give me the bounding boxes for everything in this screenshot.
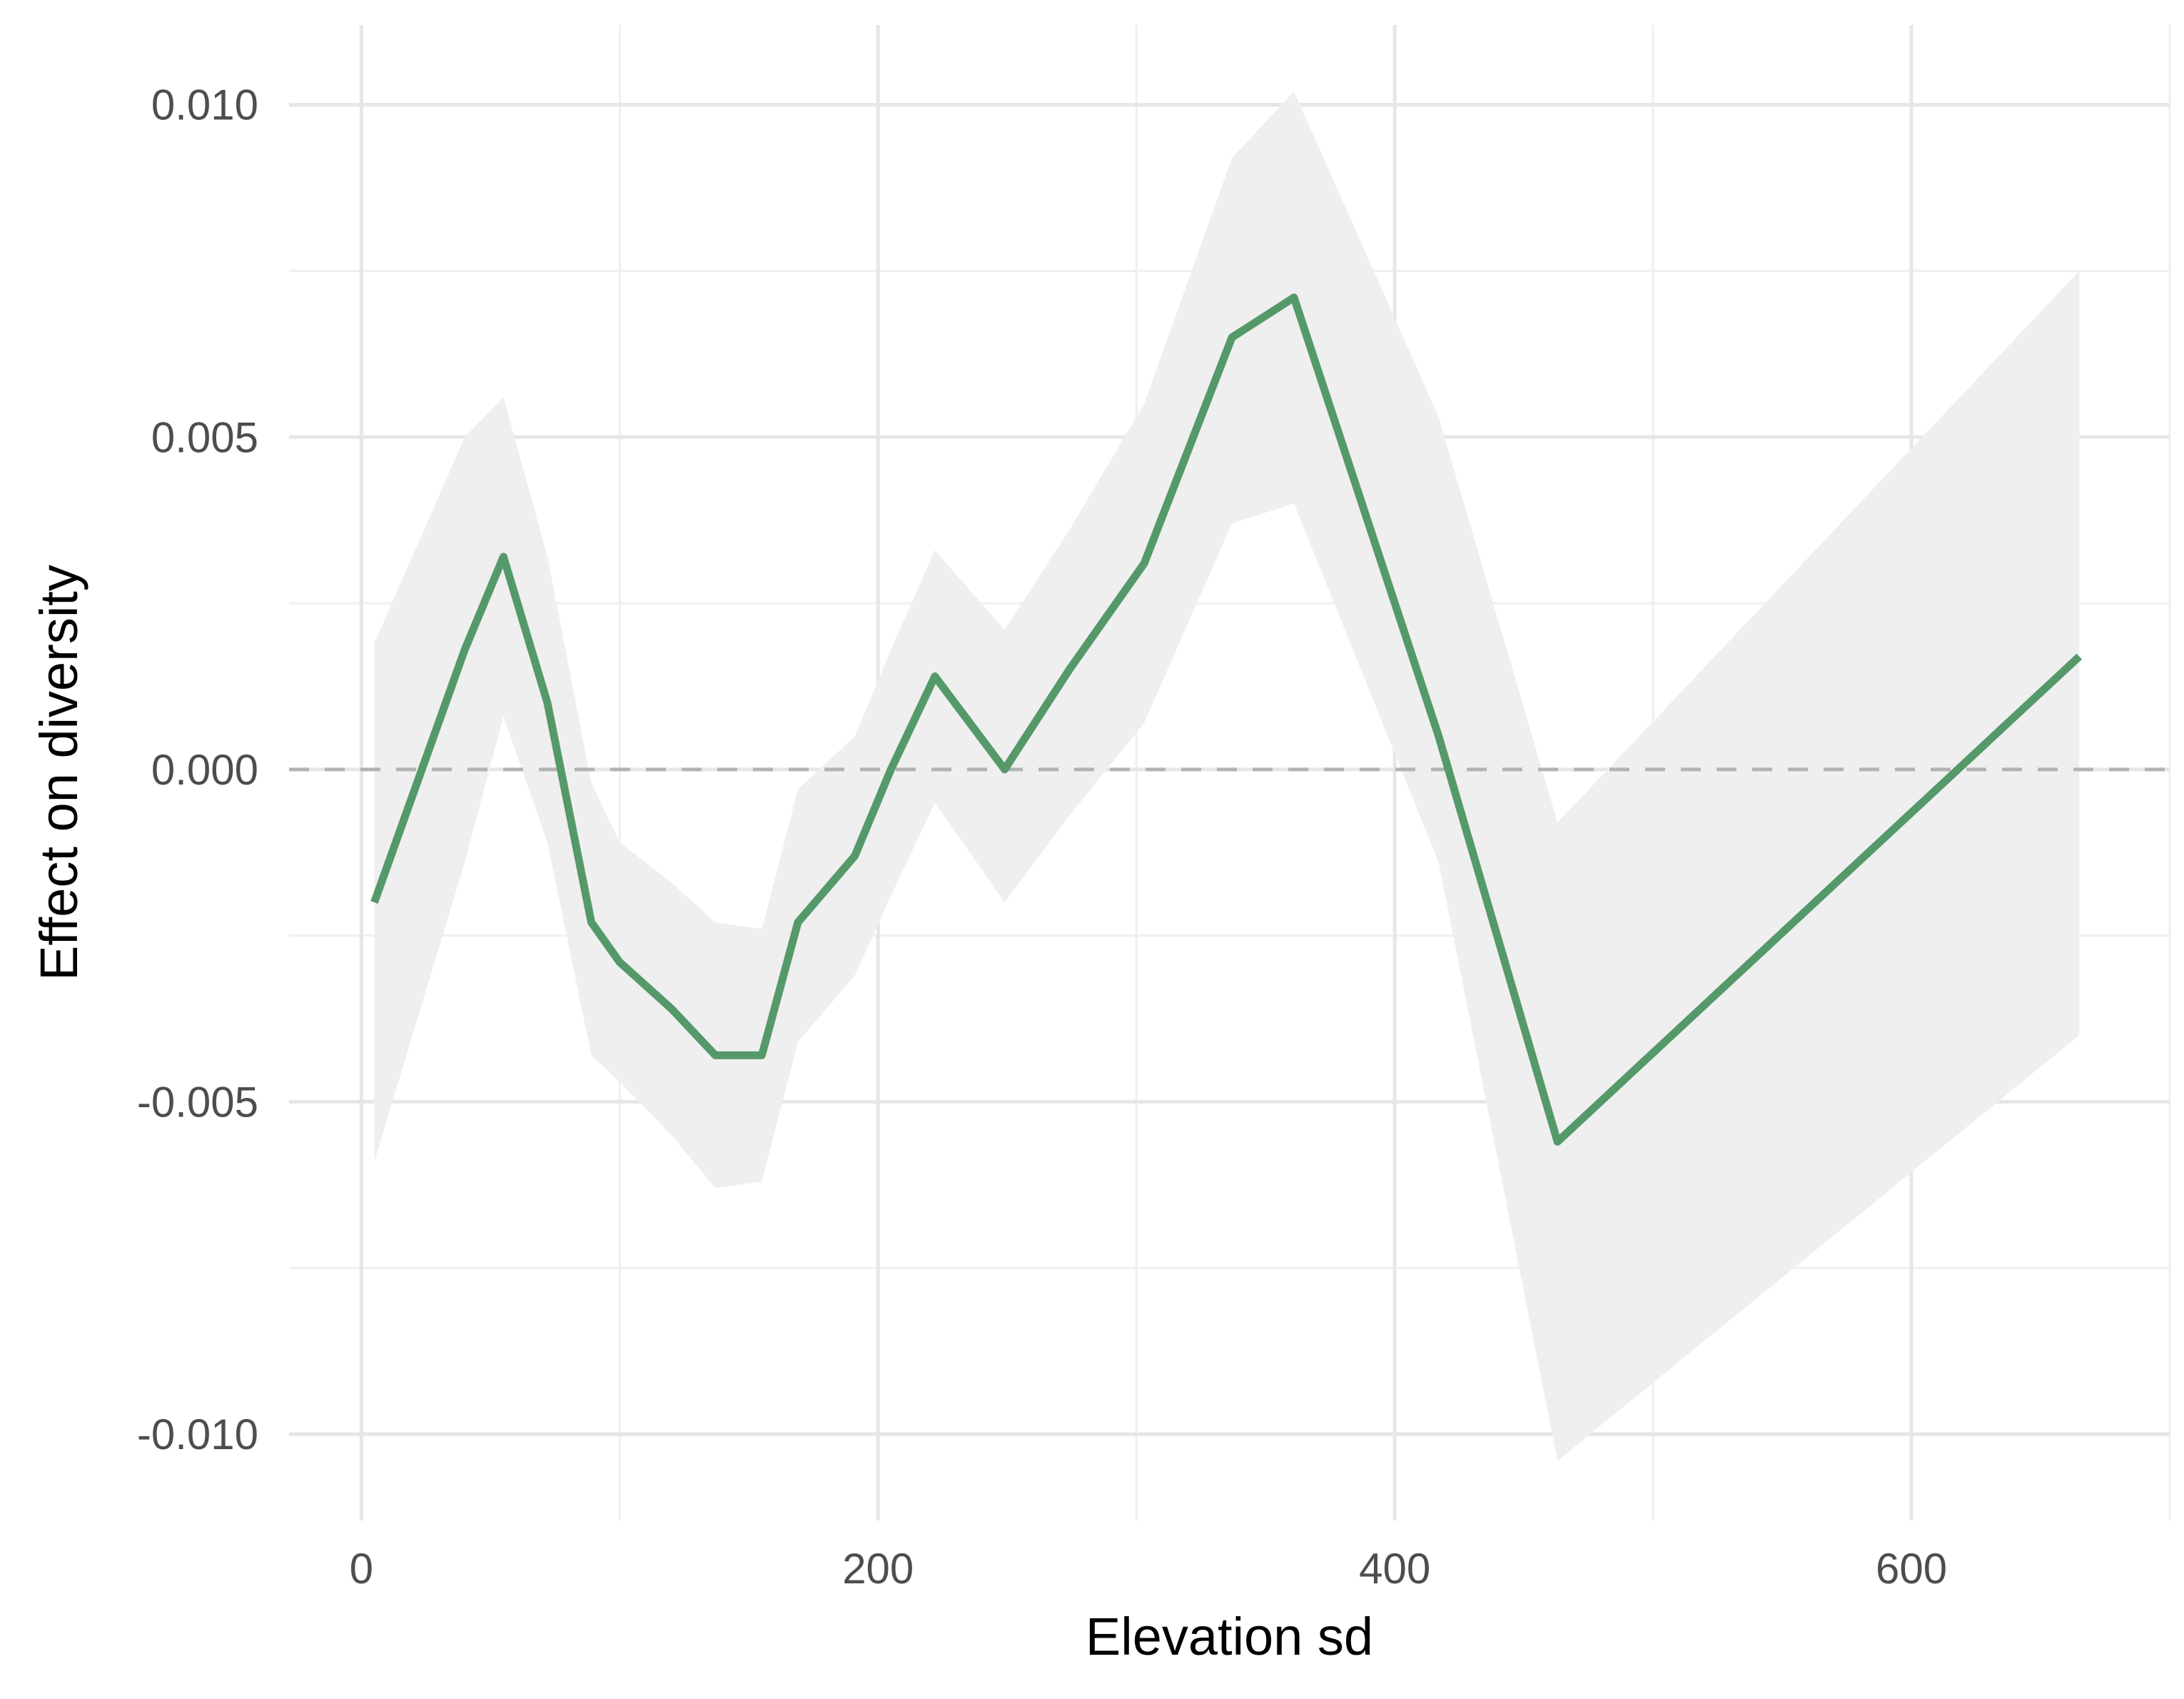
effect-series-line (370, 293, 2083, 1146)
confidence-band (374, 91, 2080, 1461)
confidence-ribbon (374, 91, 2080, 1461)
x-tick-label: 600 (1876, 1545, 1947, 1593)
y-tick-label: -0.010 (137, 1411, 258, 1458)
y-tick-label: 0.000 (151, 746, 258, 794)
x-tick-label: 200 (842, 1545, 914, 1593)
y-tick-label: 0.010 (151, 81, 258, 129)
y-axis-ticks: -0.010 -0.005 0.000 0.005 0.010 (137, 81, 258, 1458)
x-axis-ticks: 0 200 400 600 (350, 1545, 1947, 1593)
x-tick-label: 400 (1359, 1545, 1430, 1593)
effect-line (370, 293, 2083, 1146)
x-tick-label: 0 (350, 1545, 373, 1593)
y-axis-title: Effect on diversity (29, 565, 89, 981)
y-tick-label: 0.005 (151, 413, 258, 461)
y-tick-label: -0.005 (137, 1078, 258, 1126)
x-axis-title: Elevation sd (1086, 1607, 1373, 1666)
